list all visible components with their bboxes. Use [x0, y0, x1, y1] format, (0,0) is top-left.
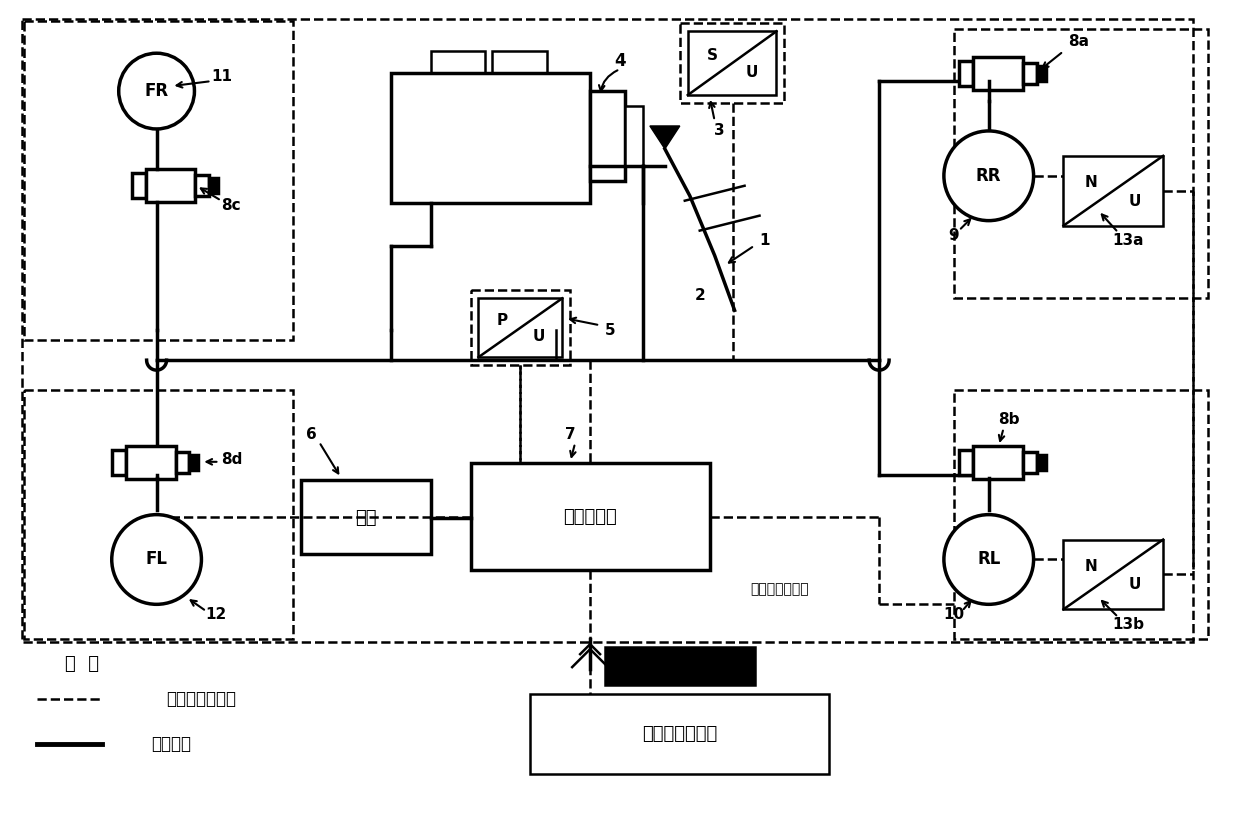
Text: 10: 10 [944, 607, 965, 622]
Bar [973, 57, 1023, 90]
Bar [479, 298, 562, 357]
Bar [145, 169, 196, 201]
Text: 1: 1 [759, 233, 770, 248]
Bar [590, 91, 625, 181]
Circle shape [112, 514, 201, 605]
Text: U: U [1130, 194, 1142, 209]
Text: 8a: 8a [1068, 33, 1089, 49]
Bar [430, 51, 486, 73]
Bar [1037, 66, 1045, 82]
Text: FL: FL [145, 550, 167, 569]
Text: 制动管路: 制动管路 [151, 735, 191, 753]
Bar [131, 173, 145, 198]
Text: 7: 7 [565, 427, 575, 443]
Bar [125, 446, 176, 478]
Bar [1023, 452, 1037, 473]
Text: P: P [496, 313, 507, 328]
Text: 制动控制器: 制动控制器 [563, 508, 618, 526]
Bar [301, 480, 430, 554]
Bar [24, 21, 293, 340]
Bar [492, 51, 547, 73]
Text: 9: 9 [949, 228, 960, 243]
Bar [959, 61, 973, 86]
Bar [196, 174, 210, 196]
Text: 3: 3 [714, 123, 725, 139]
Bar [1064, 156, 1163, 226]
Text: 5: 5 [605, 323, 615, 337]
Text: 11: 11 [211, 68, 232, 84]
Bar [605, 647, 754, 685]
Bar [22, 20, 1193, 642]
Text: 13b: 13b [1112, 617, 1145, 632]
Bar [959, 450, 973, 475]
Bar [210, 178, 218, 192]
Text: 8c: 8c [222, 198, 241, 214]
Bar [470, 290, 570, 365]
Text: 信号线和电源线: 信号线和电源线 [166, 690, 237, 708]
Bar [112, 450, 125, 475]
Text: S: S [707, 48, 718, 63]
Bar [954, 29, 1208, 298]
Text: RL: RL [977, 550, 1001, 569]
Bar [625, 106, 642, 165]
Text: 图  例: 图 例 [64, 655, 99, 673]
Bar [973, 446, 1023, 478]
Circle shape [944, 131, 1034, 221]
Text: 4: 4 [614, 52, 626, 70]
Bar [391, 73, 590, 203]
Text: 13a: 13a [1112, 233, 1145, 248]
Text: 12: 12 [206, 607, 227, 622]
Text: U: U [1130, 577, 1142, 593]
Bar [24, 390, 293, 639]
Bar [1037, 455, 1045, 469]
Bar [470, 463, 709, 570]
Text: 6: 6 [306, 427, 316, 443]
Text: RR: RR [976, 167, 1002, 185]
Bar [1064, 540, 1163, 610]
Circle shape [944, 514, 1034, 605]
Text: 雷达、摄像头等: 雷达、摄像头等 [642, 725, 718, 743]
Bar [954, 390, 1208, 639]
Circle shape [119, 53, 195, 129]
Bar [531, 694, 830, 773]
Bar [680, 24, 785, 103]
Bar [176, 452, 190, 473]
Text: 至其它电控系统: 至其它电控系统 [750, 583, 808, 597]
Polygon shape [650, 126, 680, 149]
Text: 8d: 8d [221, 452, 242, 467]
Text: N: N [1085, 175, 1097, 190]
Text: 2: 2 [694, 288, 706, 303]
Bar [688, 31, 776, 95]
Text: 电源: 电源 [355, 509, 377, 526]
Text: U: U [532, 329, 544, 344]
Text: 8b: 8b [998, 412, 1019, 427]
Text: N: N [1085, 558, 1097, 574]
Text: U: U [745, 65, 758, 80]
Text: FR: FR [145, 82, 169, 100]
Bar [190, 455, 198, 469]
Bar [1023, 64, 1037, 84]
